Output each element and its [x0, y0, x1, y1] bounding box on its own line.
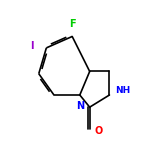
Text: I: I: [30, 41, 34, 51]
Text: N: N: [76, 101, 85, 111]
Text: O: O: [95, 126, 103, 136]
Text: NH: NH: [115, 86, 130, 95]
Text: F: F: [69, 19, 76, 29]
